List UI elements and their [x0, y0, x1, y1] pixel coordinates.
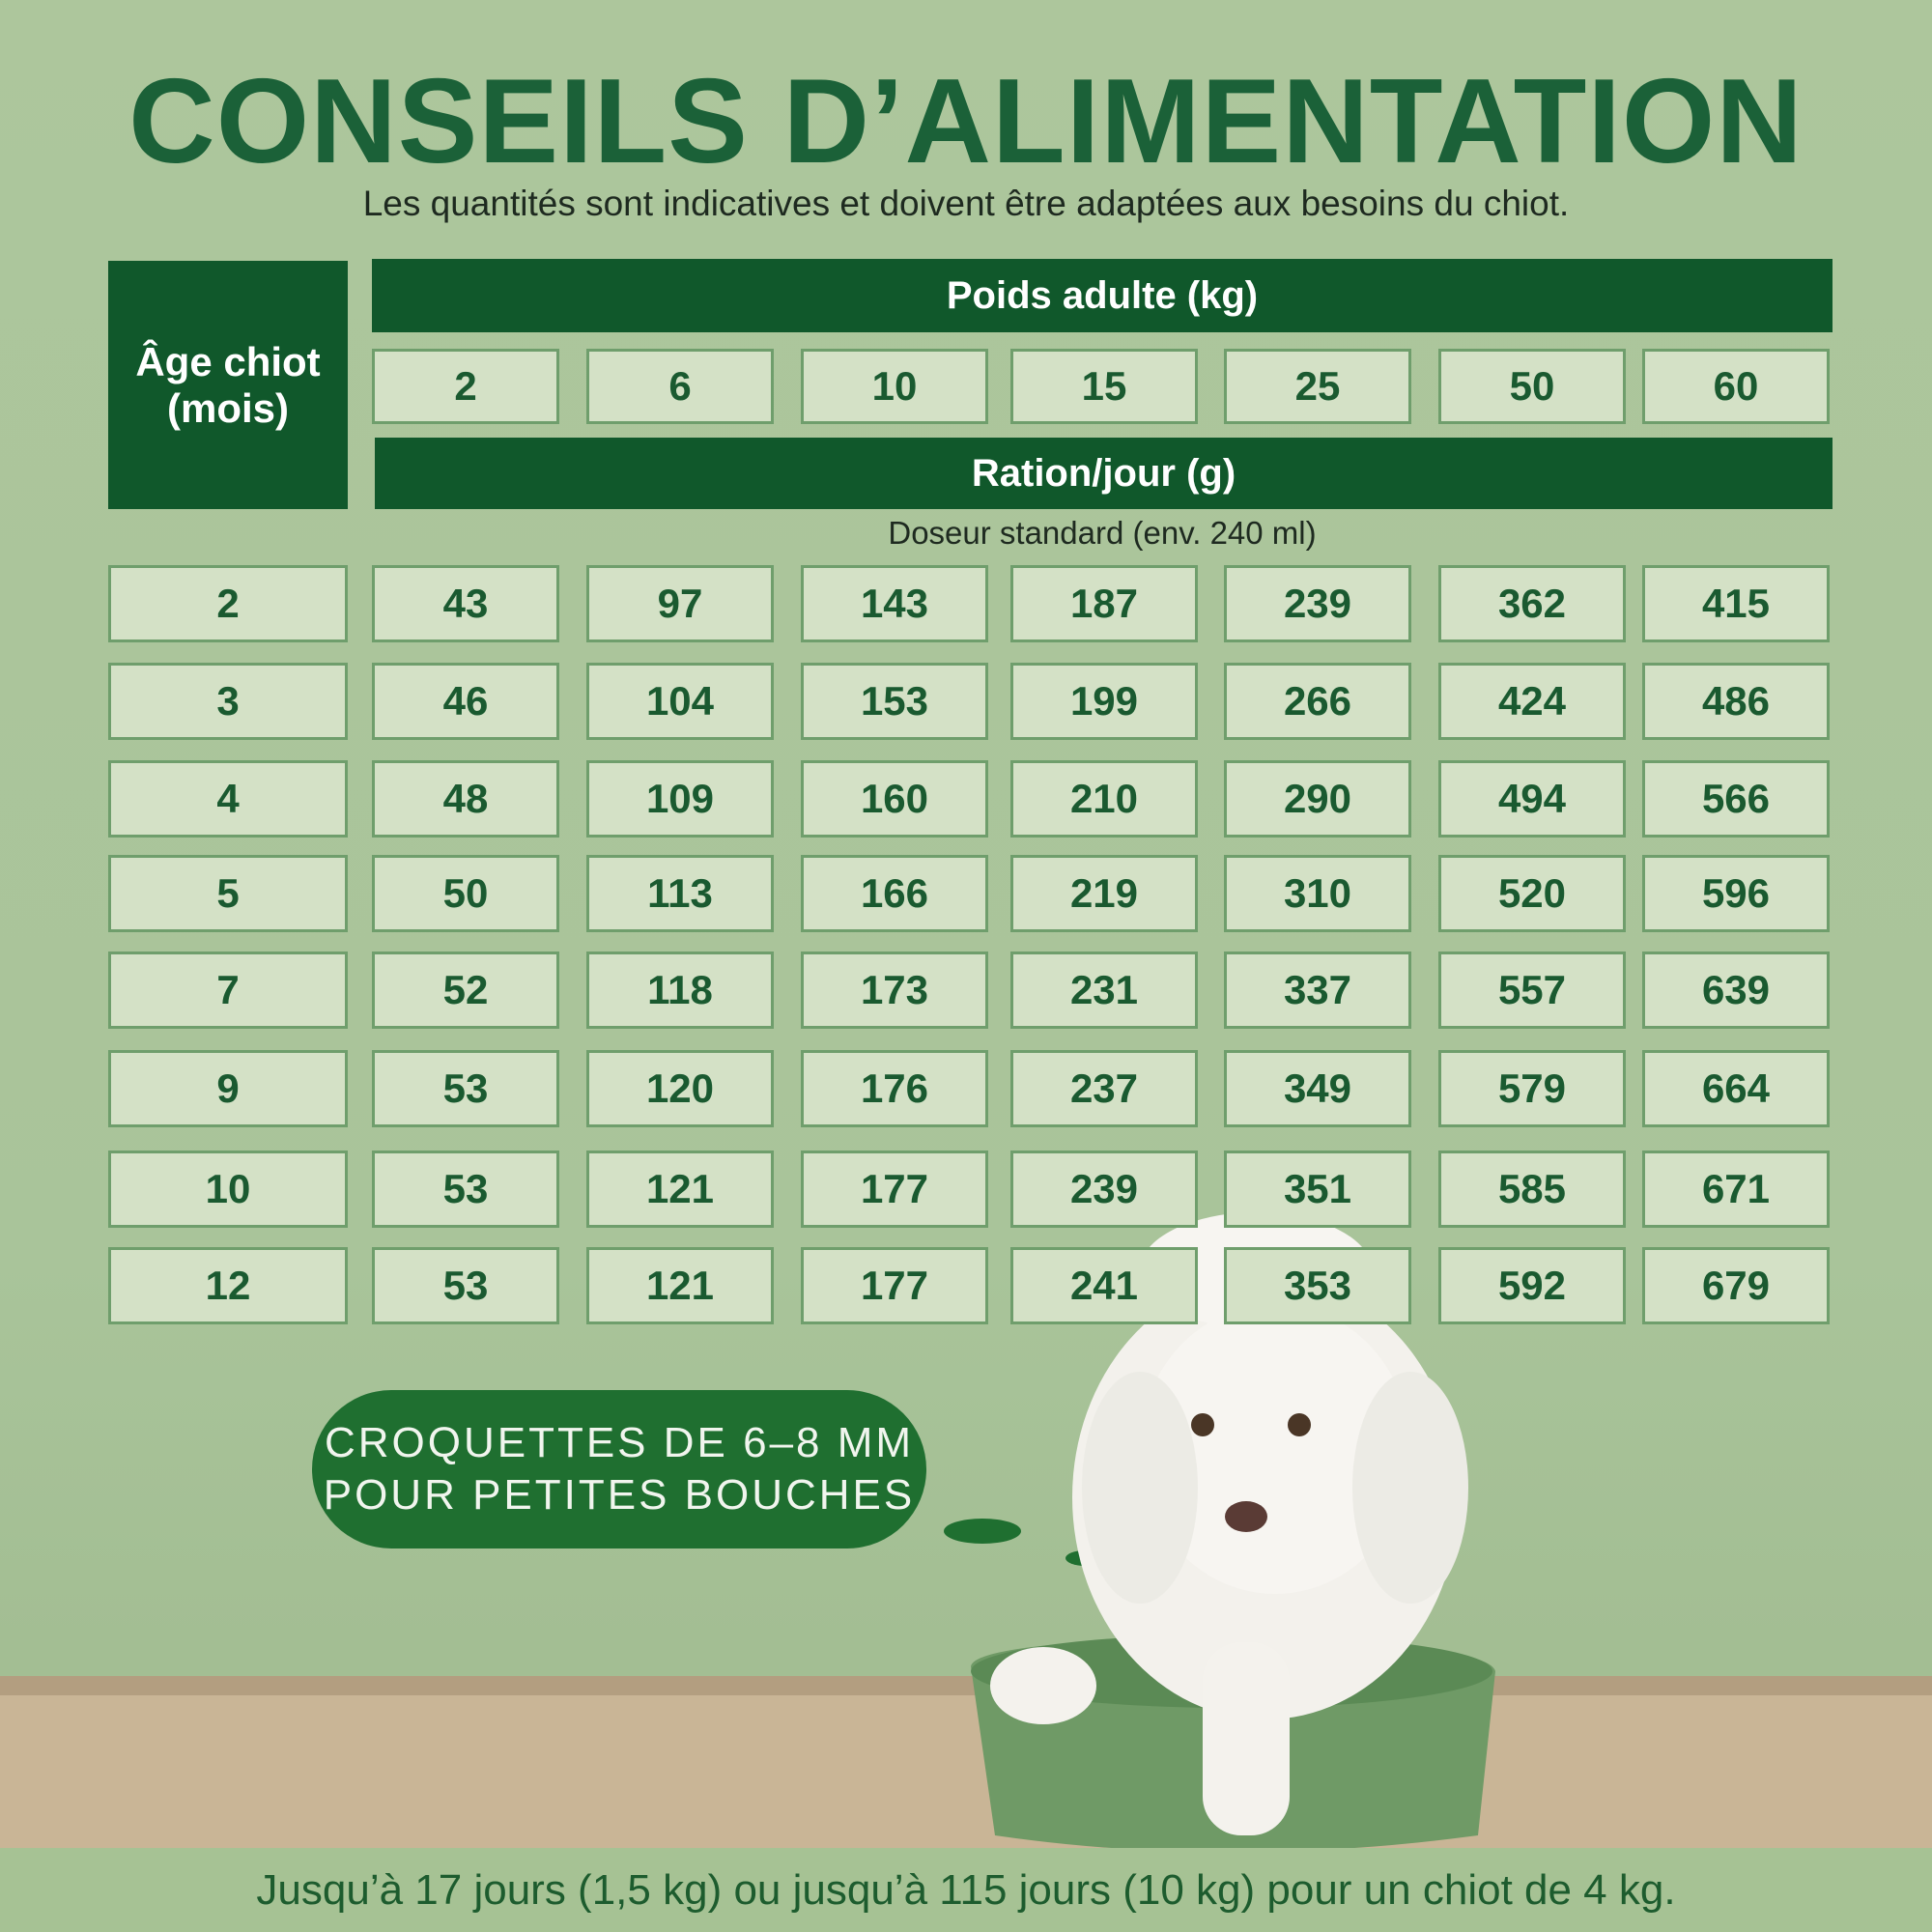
floor-edge	[0, 1676, 1932, 1695]
weight-header: 10	[801, 349, 988, 424]
weight-header: 2	[372, 349, 559, 424]
ration-cell: 113	[586, 855, 774, 932]
age-cell: 7	[108, 952, 348, 1029]
ration-cell: 592	[1438, 1247, 1626, 1324]
weight-header: 25	[1224, 349, 1411, 424]
ration-cell: 520	[1438, 855, 1626, 932]
ration-cell: 153	[801, 663, 988, 740]
ration-cell: 671	[1642, 1151, 1830, 1228]
ration-cell: 585	[1438, 1151, 1626, 1228]
ration-cell: 121	[586, 1151, 774, 1228]
ration-cell: 121	[586, 1247, 774, 1324]
puppy-eye	[1288, 1413, 1311, 1436]
ration-cell: 290	[1224, 760, 1411, 838]
ration-cell: 579	[1438, 1050, 1626, 1127]
age-cell: 4	[108, 760, 348, 838]
weight-header: 6	[586, 349, 774, 424]
ration-cell: 173	[801, 952, 988, 1029]
ration-cell: 219	[1010, 855, 1198, 932]
age-cell: 5	[108, 855, 348, 932]
ration-cell: 109	[586, 760, 774, 838]
thought-bubble	[944, 1519, 1021, 1544]
ration-cell: 664	[1642, 1050, 1830, 1127]
ration-cell: 351	[1224, 1151, 1411, 1228]
ration-cell: 362	[1438, 565, 1626, 642]
ration-cell: 97	[586, 565, 774, 642]
ration-cell: 596	[1642, 855, 1830, 932]
ration-cell: 199	[1010, 663, 1198, 740]
ration-cell: 48	[372, 760, 559, 838]
ration-cell: 177	[801, 1151, 988, 1228]
ration-cell: 166	[801, 855, 988, 932]
puppy-ear	[1352, 1372, 1468, 1604]
ration-cell: 337	[1224, 952, 1411, 1029]
badge-line: POUR PETITES BOUCHES	[323, 1471, 916, 1519]
ration-cell: 424	[1438, 663, 1626, 740]
ration-cell: 120	[586, 1050, 774, 1127]
ration-cell: 237	[1010, 1050, 1198, 1127]
ration-cell: 415	[1642, 565, 1830, 642]
ration-cell: 231	[1010, 952, 1198, 1029]
ration-cell: 494	[1438, 760, 1626, 838]
ration-cell: 241	[1010, 1247, 1198, 1324]
badge: CROQUETTES DE 6–8 MM POUR PETITES BOUCHE…	[312, 1390, 926, 1548]
ration-cell: 52	[372, 952, 559, 1029]
ration-cell: 43	[372, 565, 559, 642]
row-header: Âge chiot (mois)	[108, 261, 348, 509]
badge-line: CROQUETTES DE 6–8 MM	[324, 1419, 915, 1466]
ration-cell: 349	[1224, 1050, 1411, 1127]
weight-header: 60	[1642, 349, 1830, 424]
age-cell: 9	[108, 1050, 348, 1127]
ration-cell: 239	[1224, 565, 1411, 642]
ration-cell: 239	[1010, 1151, 1198, 1228]
age-cell: 2	[108, 565, 348, 642]
weight-header: 15	[1010, 349, 1198, 424]
ration-cell: 210	[1010, 760, 1198, 838]
subtitle: Les quantités sont indicatives et doiven…	[362, 184, 1570, 223]
ration-cell: 486	[1642, 663, 1830, 740]
weight-header: 50	[1438, 349, 1626, 424]
ration-cell: 53	[372, 1151, 559, 1228]
ration-cell: 50	[372, 855, 559, 932]
ration-cell: 118	[586, 952, 774, 1029]
ration-cell: 266	[1224, 663, 1411, 740]
puppy-nose	[1225, 1501, 1267, 1532]
ration-cell: 177	[801, 1247, 988, 1324]
ration-cell: 557	[1438, 952, 1626, 1029]
puppy-ear	[1082, 1372, 1198, 1604]
note: Doseur standard (env. 240 ml)	[888, 515, 1317, 551]
ration-cell: 566	[1642, 760, 1830, 838]
ration-cell: 187	[1010, 565, 1198, 642]
title: CONSEILS D’ALIMENTATION	[128, 55, 1804, 188]
group-header: Poids adulte (kg)	[372, 259, 1833, 332]
age-cell: 12	[108, 1247, 348, 1324]
puppy-eye	[1191, 1413, 1214, 1436]
ration-cell: 46	[372, 663, 559, 740]
ration-cell: 53	[372, 1247, 559, 1324]
puppy-head	[1140, 1304, 1410, 1594]
ration-cell: 176	[801, 1050, 988, 1127]
footer: Jusqu’à 17 jours (1,5 kg) ou jusqu’à 115…	[0, 1848, 1932, 1932]
ration-cell: 310	[1224, 855, 1411, 932]
ration-cell: 53	[372, 1050, 559, 1127]
ration-cell: 160	[801, 760, 988, 838]
puppy-paw	[990, 1647, 1096, 1724]
age-cell: 3	[108, 663, 348, 740]
subheader: Ration/jour (g)	[375, 438, 1833, 509]
ration-cell: 639	[1642, 952, 1830, 1029]
ration-cell: 104	[586, 663, 774, 740]
ration-cell: 679	[1642, 1247, 1830, 1324]
age-cell: 10	[108, 1151, 348, 1228]
ration-cell: 353	[1224, 1247, 1411, 1324]
puppy-leg	[1203, 1642, 1290, 1835]
ration-cell: 143	[801, 565, 988, 642]
